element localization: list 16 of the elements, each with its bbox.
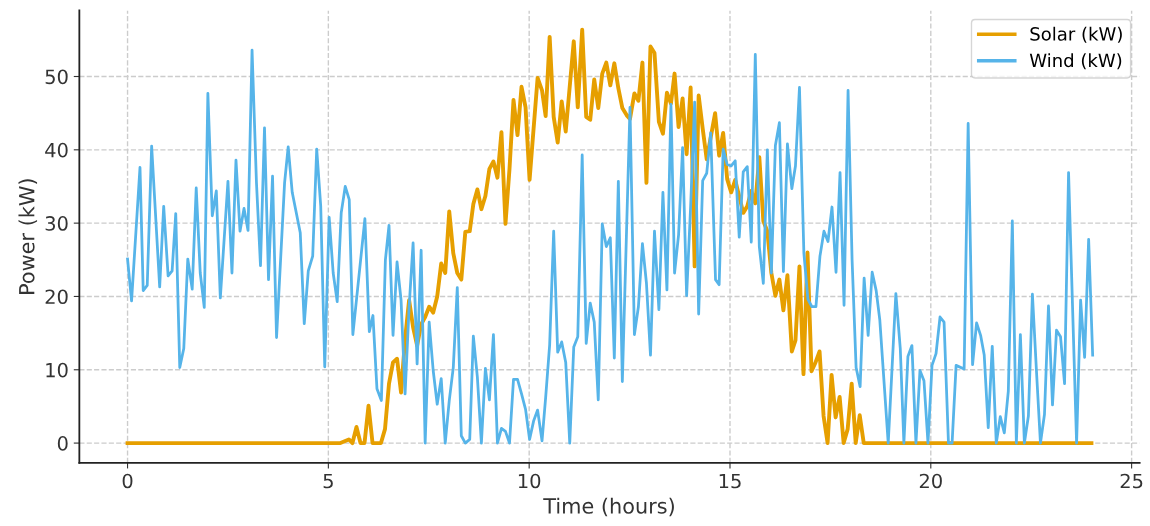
y-tick-label: 50: [45, 69, 68, 85]
y-axis-title: Power (kW): [18, 179, 38, 294]
x-tick-label: 10: [518, 473, 541, 489]
y-tick-label: 20: [45, 289, 68, 305]
legend-label: Wind (kW): [1029, 53, 1122, 70]
x-tick-label: 25: [1120, 473, 1143, 489]
x-axis-title: Time (hours): [543, 497, 674, 517]
x-tick-label: 0: [122, 473, 133, 489]
x-tick-label: 15: [719, 473, 741, 489]
y-tick-label: 30: [45, 216, 68, 231]
y-tick-label: 40: [45, 142, 68, 158]
y-tick-label: 10: [46, 362, 68, 378]
y-tick-label: 0: [57, 436, 68, 451]
x-tick-label: 5: [323, 473, 333, 489]
x-tick-label: 20: [919, 473, 942, 489]
legend-label: Solar (kW): [1030, 26, 1122, 43]
